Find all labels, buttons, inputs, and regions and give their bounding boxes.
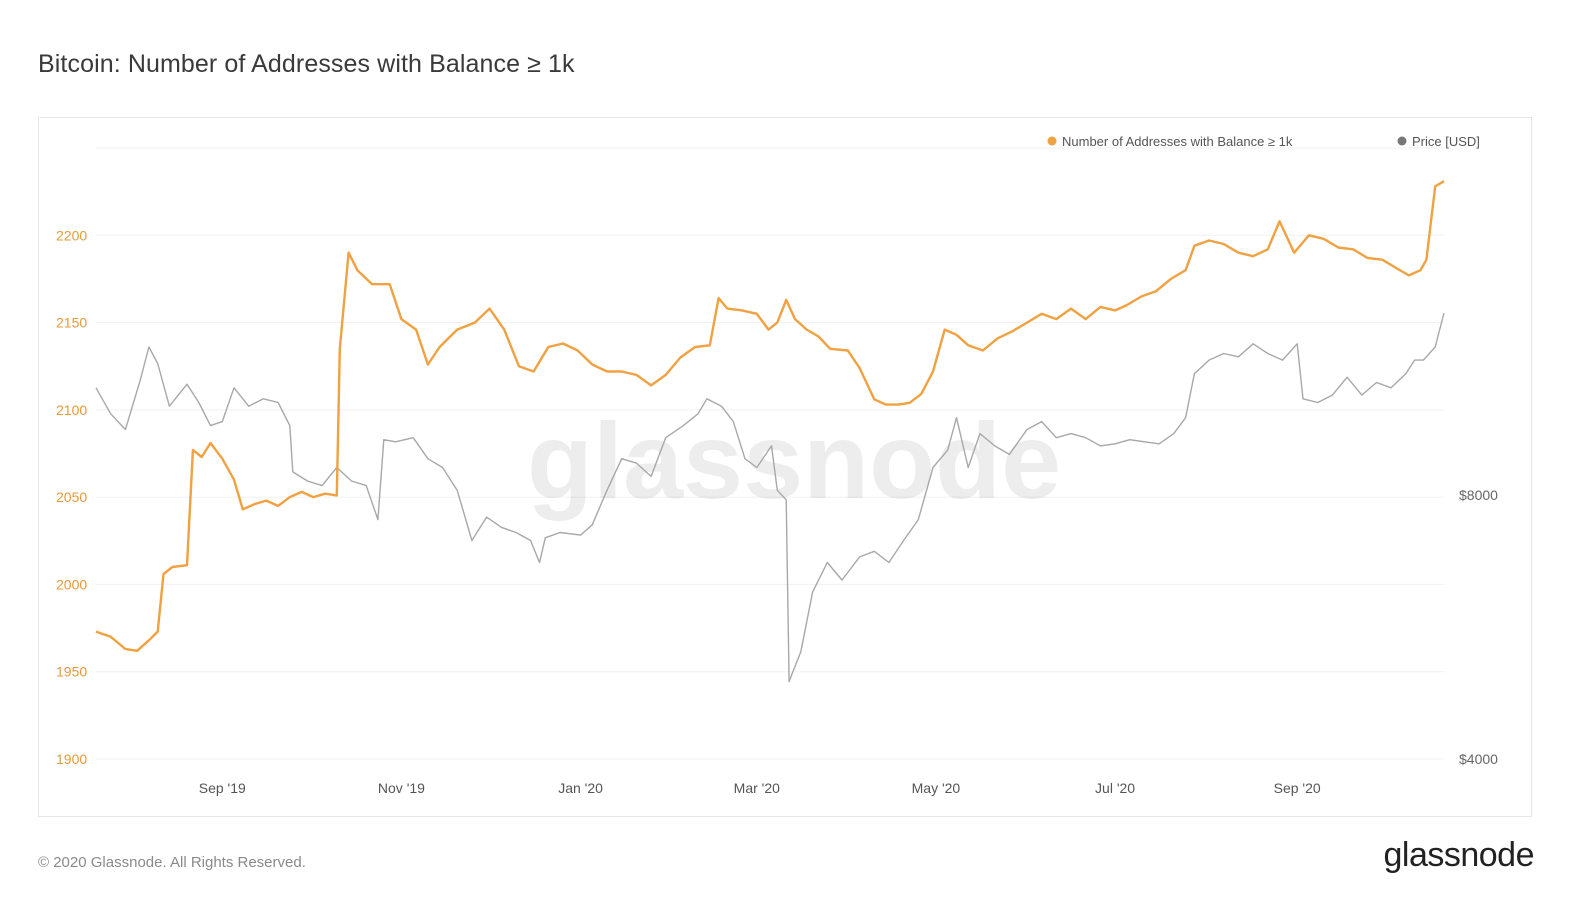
addresses-line (95, 180, 1445, 652)
glassnode-logo: glassnode (1383, 836, 1534, 874)
y-axis-left: 1900 1950 2000 2050 2100 2150 2200 (56, 227, 87, 767)
x-tick-label: May '20 (912, 780, 961, 796)
x-tick-label: Jan '20 (558, 780, 603, 796)
line-chart: glassnode 1900 1950 2000 2050 2100 2150 2200 $… (56, 134, 1498, 796)
y-right-tick-label: $4000 (1459, 751, 1498, 767)
legend-marker (1047, 136, 1057, 146)
x-tick-label: Mar '20 (734, 780, 780, 796)
price-line (95, 312, 1445, 683)
series-lines (95, 180, 1445, 683)
y-left-tick-label: 2200 (56, 227, 87, 243)
x-axis: Sep '19 Nov '19 Jan '20 Mar '20 May '20 Jul '… (199, 780, 1321, 796)
chart-title: Bitcoin: Number of Addresses with Balanc… (38, 50, 575, 78)
watermark: glassnode (527, 400, 1061, 521)
legend-label: Price [USD] (1412, 134, 1480, 149)
x-tick-label: Nov '19 (378, 780, 425, 796)
y-left-tick-label: 2050 (56, 489, 87, 505)
legend-label: Number of Addresses with Balance ≥ 1k (1062, 134, 1293, 149)
legend-marker (1397, 136, 1407, 146)
x-tick-label: Jul '20 (1095, 780, 1135, 796)
y-left-tick-label: 1900 (56, 751, 87, 767)
copyright-footer: © 2020 Glassnode. All Rights Reserved. (38, 854, 306, 871)
y-left-tick-label: 1950 (56, 664, 87, 680)
y-left-tick-label: 2150 (56, 315, 87, 331)
grid-lines (96, 147, 1444, 760)
y-left-tick-label: 2100 (56, 402, 87, 418)
y-right-tick-label: $8000 (1459, 487, 1498, 503)
y-axis-right: $4000 $8000 (1459, 487, 1498, 767)
x-tick-label: Sep '19 (199, 780, 246, 796)
y-left-tick-label: 2000 (56, 576, 87, 592)
legend: Number of Addresses with Balance ≥ 1k Pri… (1047, 134, 1480, 149)
chart-panel: glassnode 1900 1950 2000 2050 2100 2150 2200 $… (38, 117, 1532, 817)
x-tick-label: Sep '20 (1274, 780, 1321, 796)
